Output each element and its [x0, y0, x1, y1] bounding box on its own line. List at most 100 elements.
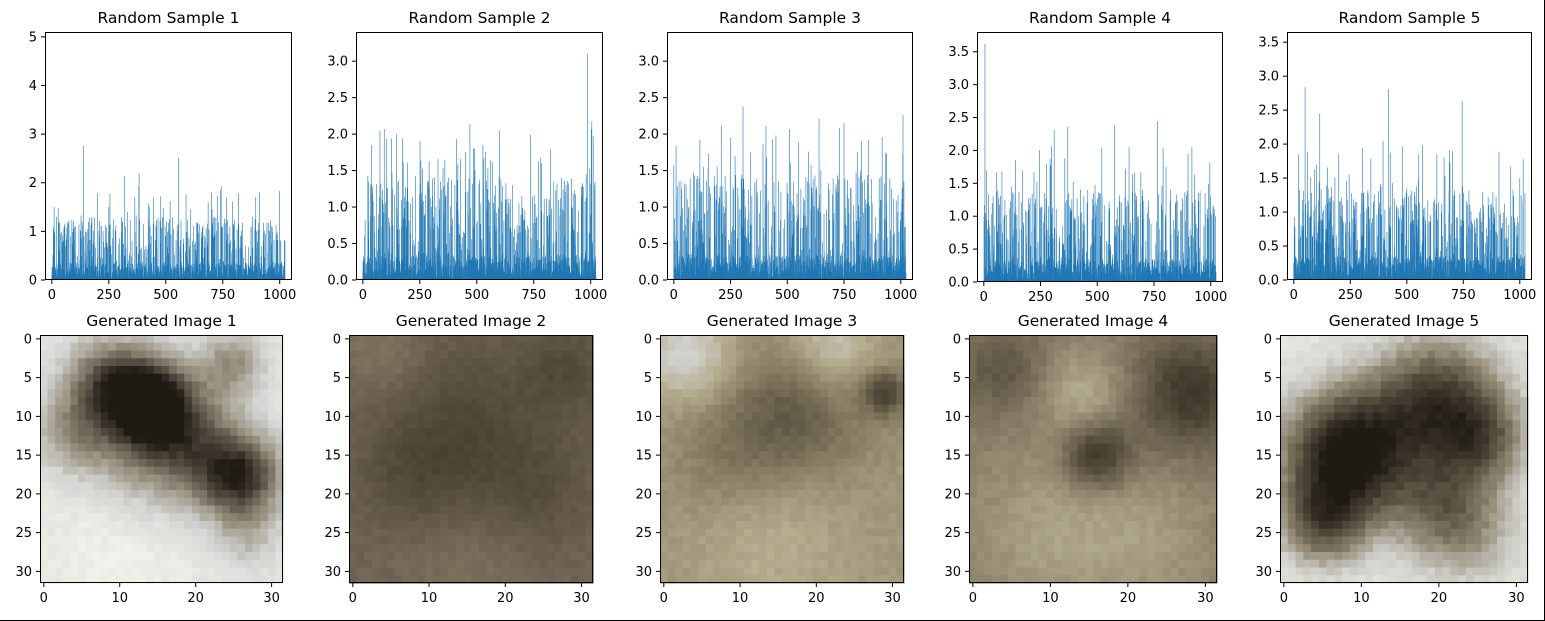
bar — [524, 210, 526, 280]
bar — [370, 263, 372, 280]
bar — [1054, 267, 1056, 282]
bar — [1208, 278, 1210, 282]
bar — [411, 267, 413, 280]
bar — [112, 238, 113, 280]
bar — [423, 216, 425, 280]
bar — [1033, 278, 1034, 282]
bar — [509, 227, 511, 280]
bar — [1307, 212, 1308, 280]
bar — [459, 235, 461, 280]
bar — [724, 176, 726, 280]
bar — [1422, 230, 1424, 280]
bar — [260, 256, 262, 280]
bar — [1418, 154, 1420, 280]
bar — [1080, 260, 1082, 282]
bar — [536, 260, 537, 280]
y-tick-label: 0.0 — [638, 274, 659, 289]
bar — [891, 270, 893, 280]
bar — [431, 260, 433, 280]
bar — [886, 257, 888, 280]
bar — [593, 262, 595, 280]
bar — [180, 239, 181, 280]
bar — [985, 213, 986, 282]
bar — [1044, 271, 1046, 282]
bar — [482, 144, 484, 280]
bar — [1417, 233, 1418, 280]
x-tick-label: 1000 — [263, 288, 296, 303]
bar — [161, 265, 163, 280]
bar — [1381, 215, 1382, 280]
bar — [404, 196, 405, 280]
bar — [535, 263, 536, 280]
bar — [1353, 205, 1355, 280]
bar — [884, 219, 886, 280]
bar — [172, 217, 173, 280]
bar — [1071, 198, 1073, 282]
bar — [1078, 216, 1079, 282]
bar — [845, 223, 846, 280]
bar — [770, 262, 772, 280]
bar — [1173, 220, 1175, 282]
bar — [454, 185, 456, 280]
bar — [1314, 239, 1316, 280]
bar — [57, 207, 59, 280]
bar — [1209, 261, 1211, 282]
bar — [1342, 258, 1344, 280]
bar — [595, 260, 597, 280]
bar — [1029, 197, 1031, 282]
bar — [1177, 230, 1179, 282]
bar — [247, 265, 249, 280]
bar — [169, 201, 171, 280]
bar — [1188, 247, 1190, 282]
bar — [1175, 202, 1176, 282]
bar — [837, 175, 838, 280]
bar — [1364, 268, 1365, 280]
bar — [768, 266, 769, 280]
bar — [772, 139, 773, 280]
bar — [1373, 203, 1375, 280]
bar — [677, 270, 679, 280]
bar — [894, 233, 895, 280]
bar — [1305, 204, 1307, 280]
bar — [709, 186, 710, 280]
bar — [787, 267, 789, 280]
bar — [468, 178, 470, 280]
bar — [999, 204, 1000, 282]
bar — [1172, 260, 1173, 282]
bar — [1209, 162, 1211, 282]
bar — [416, 257, 418, 280]
y-tick-label: 0.5 — [948, 243, 969, 258]
bar — [780, 219, 781, 280]
bar — [240, 244, 242, 280]
bar — [804, 216, 806, 280]
bar — [495, 185, 496, 280]
bar — [894, 265, 896, 280]
bar — [811, 187, 813, 280]
bar — [702, 234, 703, 280]
bar — [773, 182, 775, 280]
bar — [1319, 113, 1321, 280]
bar — [1063, 249, 1065, 282]
bar — [1452, 244, 1453, 280]
bar — [505, 183, 507, 280]
bar — [704, 213, 706, 280]
bar — [1312, 257, 1314, 280]
bar — [897, 212, 898, 280]
bar — [56, 216, 57, 280]
bar — [828, 183, 829, 280]
bar — [819, 194, 820, 280]
bar — [752, 265, 754, 280]
bar — [1163, 259, 1165, 282]
bar — [250, 227, 252, 280]
bar — [168, 253, 170, 280]
bar — [582, 187, 584, 280]
bar — [1088, 259, 1090, 282]
x-tick-label: 750 — [210, 288, 235, 303]
bar — [406, 227, 408, 280]
bar — [1135, 262, 1136, 282]
bar — [794, 270, 795, 280]
bar — [861, 141, 862, 280]
bar — [832, 247, 833, 280]
bar — [1376, 256, 1378, 280]
bar — [674, 240, 676, 280]
